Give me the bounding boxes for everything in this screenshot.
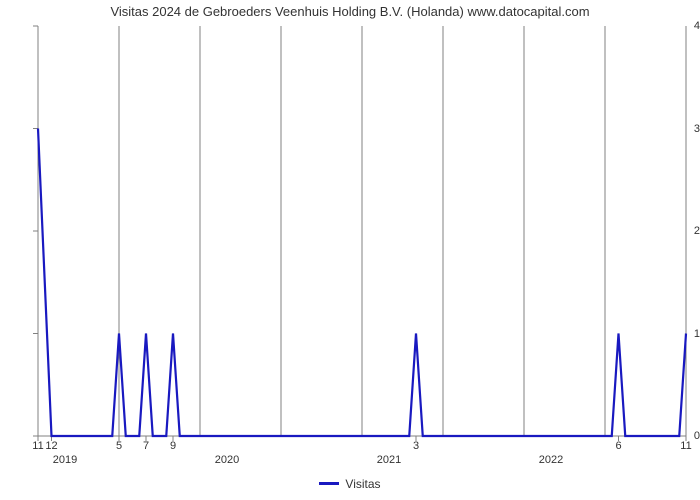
x-tick-year-label: 2020 [215,454,239,466]
x-tick-month-label: 11 [32,440,43,452]
legend-item: Visitas [319,477,380,491]
x-tick-month-label: 6 [615,440,621,452]
x-tick-month-label: 9 [170,440,176,452]
x-tick-month-label: 11 [680,440,691,452]
legend-label: Visitas [345,477,380,491]
y-tick-label: 3 [670,123,700,135]
x-tick-year-label: 2022 [539,454,563,466]
chart-container: Visitas 2024 de Gebroeders Veenhuis Hold… [0,0,700,500]
x-tick-year-label: 2021 [377,454,401,466]
legend: Visitas [0,474,700,491]
chart-title: Visitas 2024 de Gebroeders Veenhuis Hold… [0,4,700,19]
x-tick-month-label: 5 [116,440,122,452]
x-tick-month-label: 12 [45,440,57,452]
x-tick-month-label: 7 [143,440,149,452]
plot-area [38,26,686,436]
y-tick-label: 1 [670,328,700,340]
x-tick-year-label: 2019 [53,454,77,466]
y-tick-label: 2 [670,225,700,237]
legend-swatch [319,482,339,485]
x-tick-month-label: 3 [413,440,419,452]
chart-svg [38,26,686,442]
y-tick-label: 4 [670,20,700,32]
